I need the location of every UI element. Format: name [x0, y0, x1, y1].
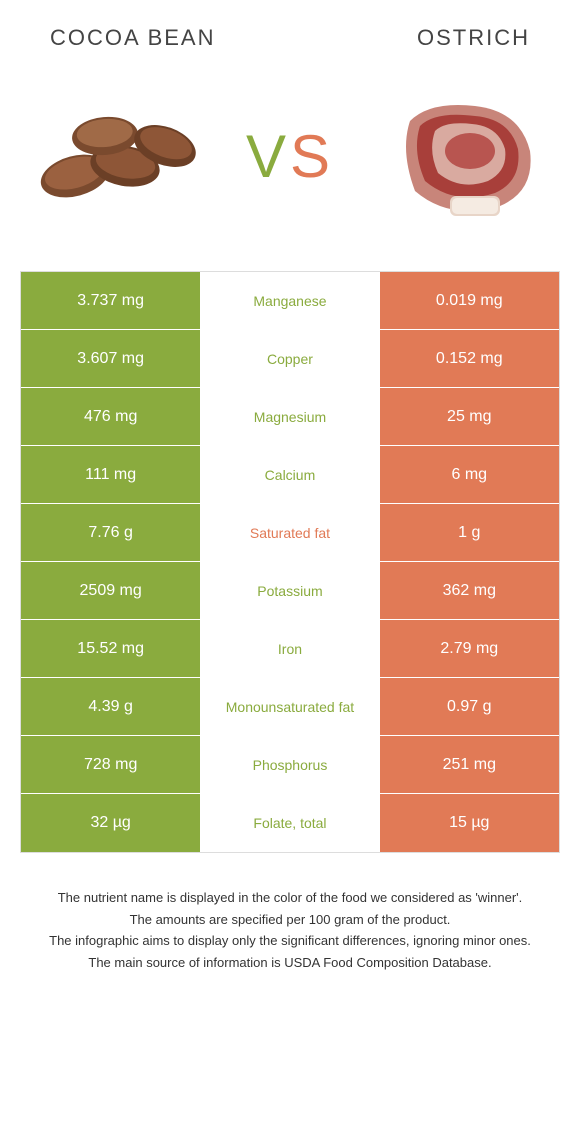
footnote-line: The main source of information is USDA F… [20, 953, 560, 973]
left-value: 4.39 g [21, 678, 200, 735]
left-value: 3.607 mg [21, 330, 200, 387]
nutrient-name: Saturated fat [200, 504, 379, 561]
footnotes: The nutrient name is displayed in the co… [0, 888, 580, 972]
nutrient-name: Calcium [200, 446, 379, 503]
vs-label: VS [246, 122, 334, 191]
table-row: 728 mgPhosphorus251 mg [21, 736, 559, 794]
title-left: COCOA BEAN [50, 25, 215, 51]
right-value: 2.79 mg [380, 620, 559, 677]
nutrient-name: Manganese [200, 272, 379, 329]
right-value: 0.152 mg [380, 330, 559, 387]
left-value: 2509 mg [21, 562, 200, 619]
vs-v: V [246, 123, 290, 190]
left-value: 476 mg [21, 388, 200, 445]
right-value: 0.019 mg [380, 272, 559, 329]
table-row: 32 µgFolate, total15 µg [21, 794, 559, 852]
table-row: 15.52 mgIron2.79 mg [21, 620, 559, 678]
nutrient-name: Iron [200, 620, 379, 677]
ostrich-meat-image [380, 81, 550, 231]
left-value: 15.52 mg [21, 620, 200, 677]
left-value: 3.737 mg [21, 272, 200, 329]
table-row: 4.39 gMonounsaturated fat0.97 g [21, 678, 559, 736]
footnote-line: The infographic aims to display only the… [20, 931, 560, 951]
table-row: 111 mgCalcium6 mg [21, 446, 559, 504]
left-value: 111 mg [21, 446, 200, 503]
title-right: OSTRICH [417, 25, 530, 51]
right-value: 1 g [380, 504, 559, 561]
nutrient-table: 3.737 mgManganese0.019 mg3.607 mgCopper0… [20, 271, 560, 853]
table-row: 7.76 gSaturated fat1 g [21, 504, 559, 562]
right-value: 251 mg [380, 736, 559, 793]
table-row: 3.737 mgManganese0.019 mg [21, 272, 559, 330]
right-value: 25 mg [380, 388, 559, 445]
footnote-line: The nutrient name is displayed in the co… [20, 888, 560, 908]
left-value: 32 µg [21, 794, 200, 852]
nutrient-name: Copper [200, 330, 379, 387]
right-value: 362 mg [380, 562, 559, 619]
right-value: 6 mg [380, 446, 559, 503]
nutrient-name: Potassium [200, 562, 379, 619]
nutrient-name: Phosphorus [200, 736, 379, 793]
right-value: 15 µg [380, 794, 559, 852]
nutrient-name: Magnesium [200, 388, 379, 445]
vs-s: S [290, 123, 334, 190]
nutrient-name: Monounsaturated fat [200, 678, 379, 735]
table-row: 2509 mgPotassium362 mg [21, 562, 559, 620]
right-value: 0.97 g [380, 678, 559, 735]
footnote-line: The amounts are specified per 100 gram o… [20, 910, 560, 930]
left-value: 728 mg [21, 736, 200, 793]
images-row: VS [0, 61, 580, 261]
table-row: 476 mgMagnesium25 mg [21, 388, 559, 446]
header: COCOA BEAN OSTRICH [0, 0, 580, 61]
cocoa-bean-image [30, 81, 200, 231]
nutrient-name: Folate, total [200, 794, 379, 852]
table-row: 3.607 mgCopper0.152 mg [21, 330, 559, 388]
left-value: 7.76 g [21, 504, 200, 561]
